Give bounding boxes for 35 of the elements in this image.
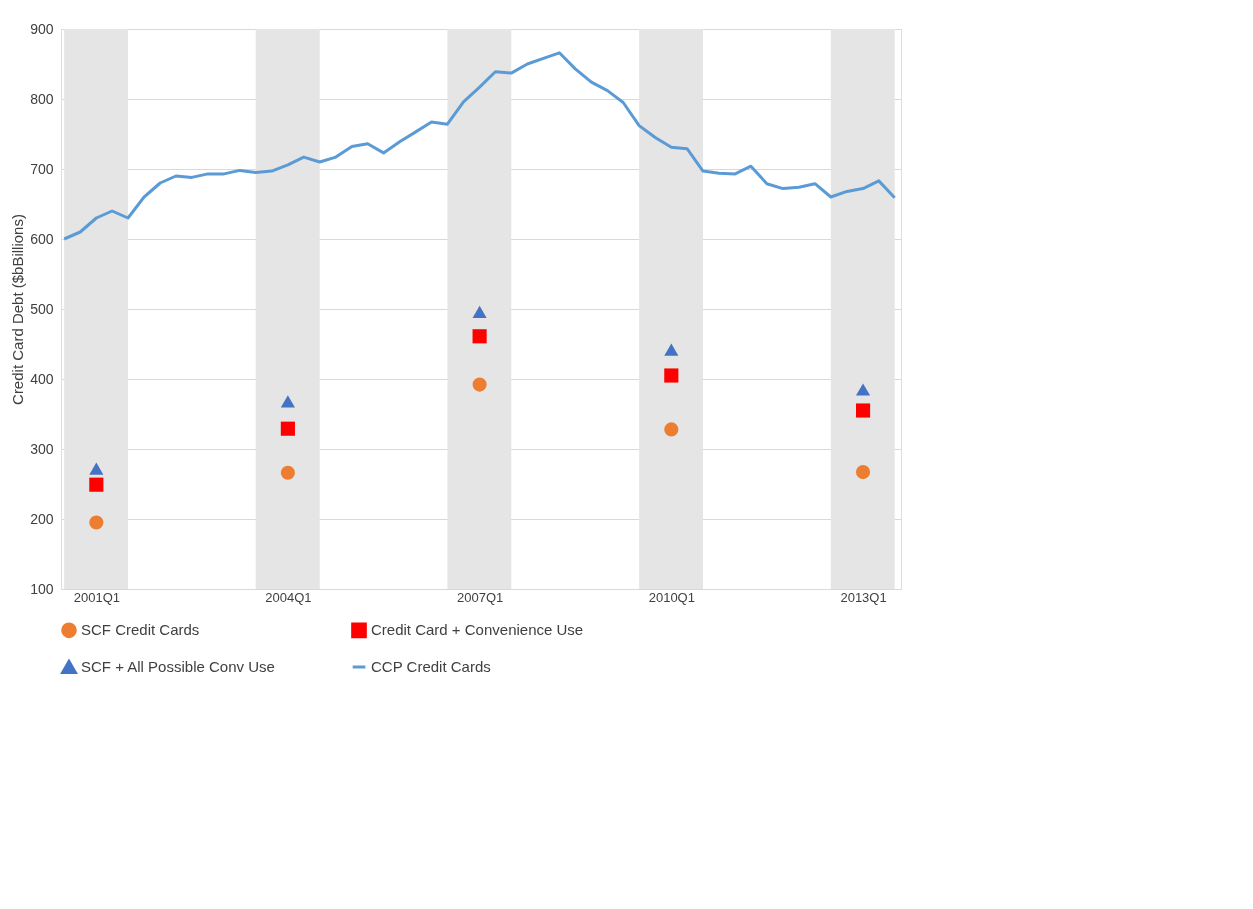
point — [280, 421, 295, 436]
point — [855, 383, 871, 396]
point — [89, 462, 104, 475]
y-tick-label: 900 — [30, 20, 54, 37]
y-tick-label: 700 — [30, 160, 54, 177]
point — [664, 343, 679, 356]
point — [89, 477, 104, 492]
point — [664, 422, 679, 437]
y-tick-label: 800 — [30, 90, 54, 107]
point — [472, 329, 487, 344]
x-tick-label: 2007Q1 — [456, 589, 504, 605]
point — [89, 515, 104, 530]
point — [280, 395, 295, 408]
point — [472, 305, 487, 318]
legend-label: SCF + All Possible Conv Use — [81, 658, 275, 675]
point — [855, 403, 871, 418]
legend-label: SCF Credit Cards — [81, 621, 200, 639]
point — [855, 465, 871, 480]
y-tick-label: 100 — [30, 580, 54, 597]
y-tick-label: 400 — [30, 370, 54, 387]
point — [472, 377, 487, 392]
x-tick-label: 2004Q1 — [265, 589, 312, 605]
x-tick-label: 2001Q1 — [73, 589, 120, 605]
line-series — [62, 51, 897, 241]
y-tick-label: 500 — [30, 300, 54, 317]
x-tick-label: 2010Q1 — [648, 589, 695, 605]
y-tick-label: 300 — [30, 440, 54, 457]
y-tick-label: 200 — [30, 510, 54, 527]
y-axis-title: Credit Card Debt ($bBillions) — [9, 214, 27, 405]
point — [664, 368, 679, 383]
point — [280, 465, 295, 480]
y-tick-label: 600 — [30, 230, 54, 247]
legend-label: CCP Credit Cards — [371, 658, 491, 675]
legend-label: Credit Card + Convenience Use — [371, 621, 584, 639]
x-tick-label: 2013Q1 — [840, 589, 887, 605]
